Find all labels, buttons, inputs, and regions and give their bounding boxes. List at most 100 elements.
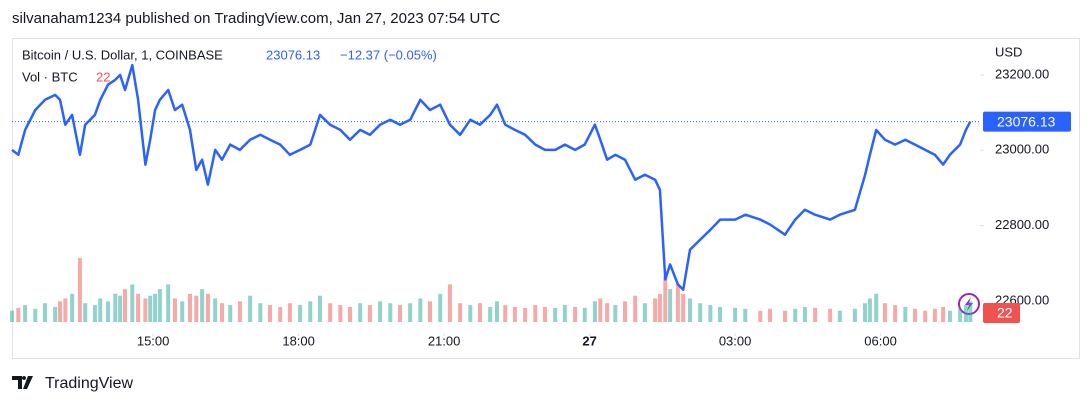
volume-bar	[523, 307, 528, 322]
header: silvanaham1234 published on TradingView.…	[12, 10, 501, 27]
volume-bar	[157, 289, 162, 322]
volume-bar	[219, 303, 224, 322]
volume-bar	[388, 303, 393, 322]
volume-bar	[278, 306, 283, 322]
volume-bar	[58, 301, 63, 322]
volume-bar	[438, 293, 443, 322]
volume-bar	[718, 306, 723, 322]
volume-bar	[248, 295, 253, 322]
volume-bar	[213, 298, 218, 322]
volume-bar	[83, 303, 88, 322]
volume-bar	[418, 298, 423, 322]
volume-bar	[573, 306, 578, 322]
volume-bar	[941, 306, 946, 322]
volume-bar	[633, 295, 638, 322]
volume-bar	[852, 308, 857, 322]
volume-bar	[106, 301, 111, 322]
volume-bar	[367, 305, 372, 322]
volume-bar	[923, 310, 928, 322]
volume-bar	[958, 308, 963, 322]
volume-bar	[317, 295, 322, 322]
volume-bar	[488, 306, 493, 322]
volume-bar	[503, 305, 508, 322]
volume-bar	[477, 303, 482, 322]
x-tick-label: 27	[582, 333, 596, 348]
volume-bar	[408, 303, 413, 322]
volume-bar	[947, 310, 952, 322]
x-tick-label: 03:00	[719, 333, 752, 348]
volume-bar	[874, 293, 879, 322]
volume-bar	[533, 305, 538, 322]
volume-bar	[187, 293, 192, 322]
volume-bar	[468, 305, 473, 322]
x-tick-label: 15:00	[137, 333, 170, 348]
volume-bar	[642, 303, 647, 322]
volume-bar	[793, 308, 798, 322]
volume-bar	[10, 310, 14, 322]
volume-bar	[194, 295, 199, 322]
volume-bar	[863, 303, 868, 322]
volume-bar	[153, 293, 158, 322]
y-tick-label: 22800.00	[995, 217, 1049, 232]
last-price-tag	[983, 111, 1071, 132]
volume-bar	[743, 308, 748, 322]
volume-bar	[687, 298, 692, 322]
price-line	[11, 63, 972, 291]
volume-bar	[348, 306, 353, 322]
volume-bar	[867, 298, 872, 322]
volume-bar	[148, 295, 153, 322]
volume-bar	[298, 305, 303, 322]
volume-bar	[613, 305, 618, 322]
volume-bar	[237, 301, 242, 322]
volume-bar	[136, 293, 141, 322]
volume-bar	[903, 306, 908, 322]
volume-bar	[802, 306, 807, 322]
volume-bar	[893, 305, 898, 322]
legend-price: 23076.13	[266, 47, 320, 62]
volume-bar	[605, 303, 610, 322]
brand-name: TradingView	[45, 375, 133, 392]
brand-logo	[12, 376, 33, 389]
volume-bar	[63, 298, 68, 322]
volume-bar	[143, 298, 148, 322]
volume-bar	[968, 301, 973, 322]
volume-bar	[562, 305, 567, 322]
volume-bar	[42, 303, 47, 322]
volume-bar	[428, 301, 433, 322]
legend-volume-name: Vol · BTC	[22, 69, 78, 84]
volume-bar	[70, 293, 75, 322]
legend-name: Bitcoin / U.S. Dollar, 1, COINBASE	[22, 47, 223, 62]
volume-bar	[287, 303, 292, 322]
volume-bar	[592, 301, 597, 322]
volume-bar	[963, 305, 968, 322]
volume-bar	[172, 298, 177, 322]
volume-bar	[768, 308, 773, 322]
volume-bar	[308, 301, 313, 322]
volume-bar	[512, 306, 517, 322]
volume-bar	[663, 276, 668, 322]
volume-bar	[130, 284, 135, 322]
volume-bar	[268, 305, 273, 322]
volume-bar	[338, 305, 343, 322]
volume-bar	[122, 289, 127, 322]
volume-bar	[23, 305, 28, 322]
volume-bar	[653, 298, 658, 322]
volume-bar	[623, 301, 628, 322]
brand: TradingView	[12, 375, 133, 392]
legend-volume-value: 22	[96, 69, 110, 84]
volume-bar	[258, 303, 263, 322]
y-tick-label: 23200.00	[995, 66, 1049, 81]
volume-bar	[698, 303, 703, 322]
volume-bar	[708, 305, 713, 322]
volume-bar	[828, 308, 833, 322]
last-price-label: 23076.13	[997, 113, 1056, 129]
legend-change: −12.37 (−0.05%)	[340, 47, 437, 62]
x-tick-label: 06:00	[864, 333, 897, 348]
volume-bar	[180, 301, 185, 322]
volume-bar	[458, 303, 463, 322]
volume-bar	[813, 307, 818, 322]
volume-bar	[397, 305, 402, 322]
volume-tag-label: 22	[997, 305, 1013, 321]
volume-bar	[33, 308, 38, 322]
volume-bar	[92, 305, 97, 322]
